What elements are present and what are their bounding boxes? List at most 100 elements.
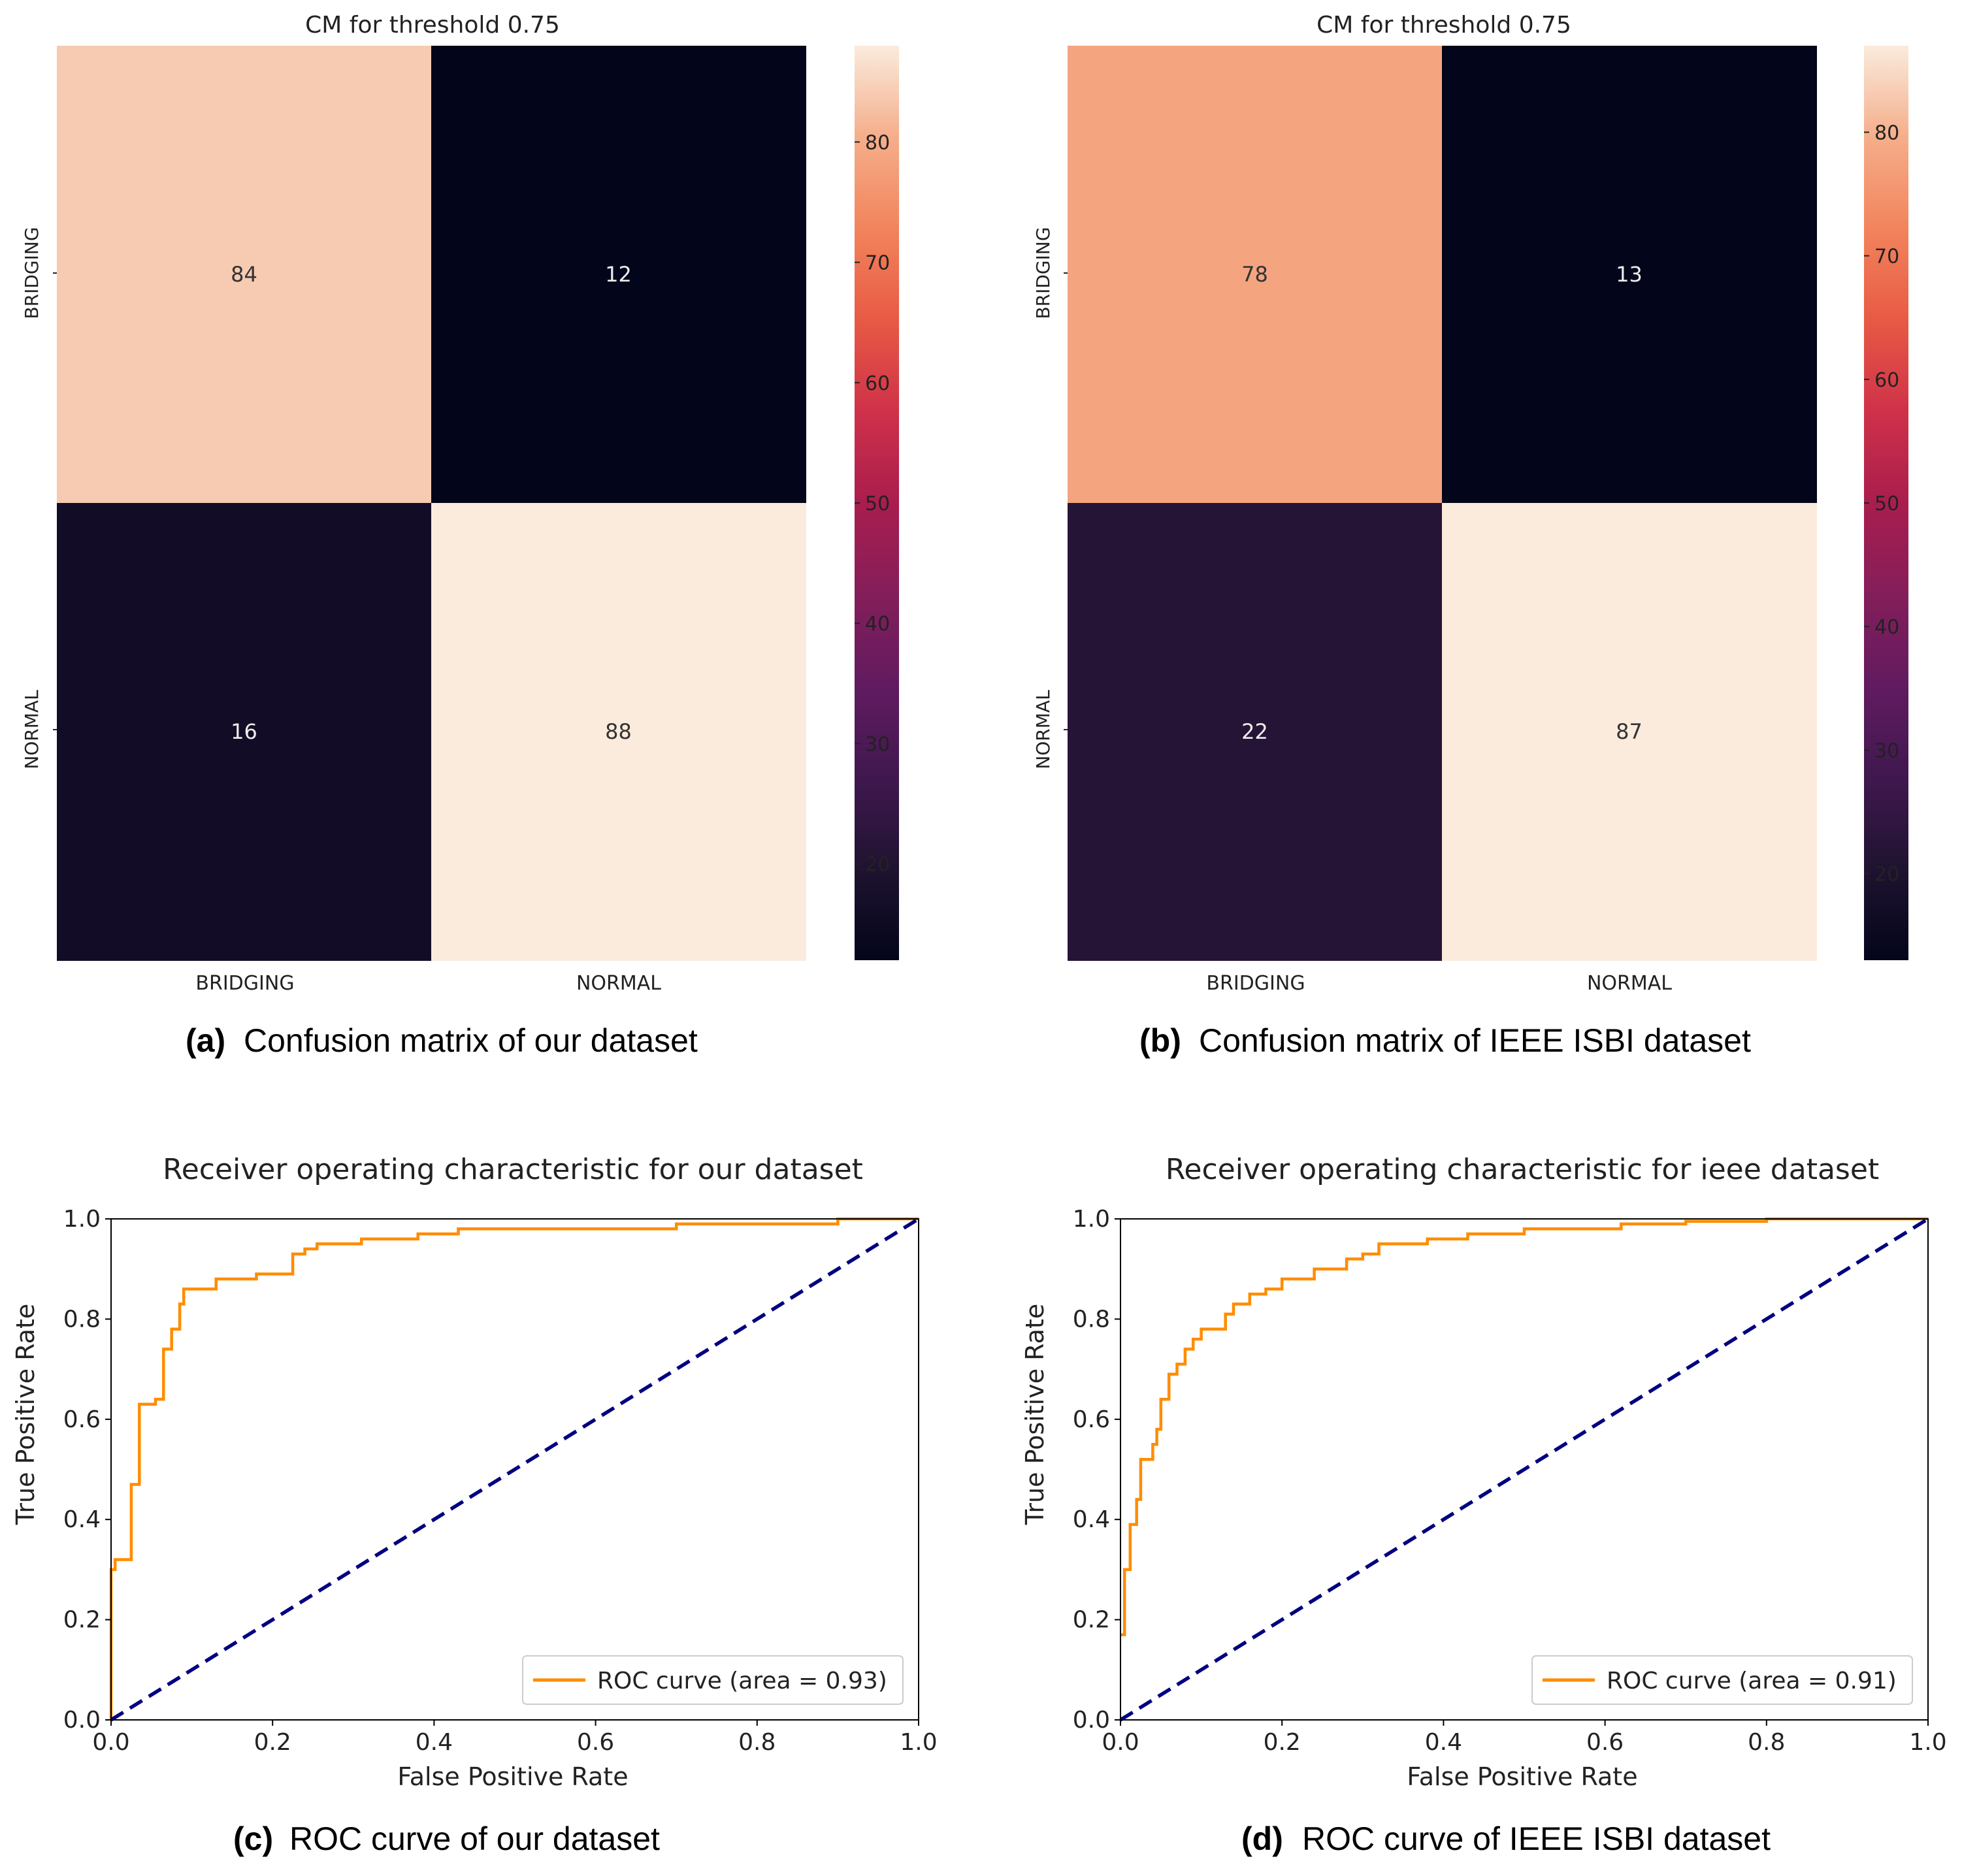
panel-c-legend-label: ROC curve (area = 0.93): [597, 1668, 887, 1694]
panel-a-colorbar-tick-label: 70: [865, 252, 890, 275]
panel-b-cell-r1c1: [1442, 503, 1817, 961]
panel-b-cell-value: 13: [1616, 262, 1643, 287]
panel-d-roc-curve: [1120, 1217, 1928, 1636]
panel-d-chance-line: [1119, 1217, 1929, 1722]
panel-b-colorbar-tick-label: 20: [1874, 864, 1899, 886]
panel-d-ytick-label: 0.2: [1073, 1607, 1110, 1634]
panel-d-ytick-label: 0.0: [1073, 1707, 1110, 1734]
panel-b-cell-value: 22: [1241, 719, 1268, 744]
panel-b-cell-value: 87: [1616, 719, 1643, 744]
panel-b-colorbar-tick-label: 40: [1874, 616, 1899, 639]
panel-b-colorbar-tick-label: 60: [1874, 369, 1899, 392]
panel-b-cells: 78 13 22 87: [1068, 46, 1817, 961]
panel-d-frame: [1120, 1218, 1929, 1721]
panel-c-title: Receiver operating characteristic for ou…: [163, 1153, 863, 1186]
panel-d-title: Receiver operating characteristic for ie…: [1166, 1153, 1879, 1186]
panel-a-cell-value: 12: [605, 262, 632, 287]
panel-a-cell-r1c1: [431, 503, 806, 961]
panel-b-cell-r0c1: [1442, 46, 1817, 504]
panel-d-legend: [1531, 1655, 1913, 1705]
panel-d-caption-prefix: (d): [1241, 1820, 1283, 1857]
panel-a-caption: Confusion matrix of our dataset: [244, 1022, 698, 1059]
panel-d-ytick-label: 0.6: [1073, 1406, 1110, 1433]
panel-b-colorbar-tick-label: 50: [1874, 493, 1899, 515]
panel-c-plot: 0.0 0.2 0.4 0.6 0.8 1.0 0.0 0.2 0.4 0.6 0.8 1.0 ROC …: [63, 1206, 938, 1756]
panel-a-colorbar-ticks: 20 30 40 50 60 70 80: [855, 131, 890, 877]
panel-c-xlabel: False Positive Rate: [397, 1762, 628, 1791]
panel-c-ytick-label: 1.0: [63, 1206, 101, 1233]
panel-b-caption: Confusion matrix of IEEE ISBI dataset: [1199, 1022, 1751, 1059]
panel-c-xtick-label: 0.6: [577, 1729, 614, 1756]
panel-c-xtick-label: 0.2: [254, 1729, 291, 1756]
panel-b-colorbar-tick-label: 70: [1874, 246, 1899, 268]
panel-c-frame: [110, 1218, 919, 1721]
roc-panel-d: Receiver operating characteristic for ie…: [1021, 1153, 1947, 1857]
panel-a-cell-value: 84: [231, 262, 257, 287]
panel-a-cell-r1c0: [57, 503, 432, 961]
panel-c-ytick-label: 0.6: [63, 1406, 101, 1433]
panel-b-col-label-normal: NORMAL: [1587, 972, 1672, 995]
panel-b-row-label-normal: NORMAL: [1032, 690, 1054, 769]
panel-d-plot: 0.0 0.2 0.4 0.6 0.8 1.0 0.0 0.2 0.4 0.6 0.8 1.0 ROC …: [1073, 1206, 1947, 1756]
panel-d-xtick-label: 0.0: [1102, 1729, 1139, 1756]
panel-a-colorbar-tick-label: 30: [865, 733, 890, 756]
panel-b-cell-r0c0: [1068, 46, 1443, 504]
panel-a-row-label-bridging: BRIDGING: [21, 227, 42, 319]
panel-a-col-label-normal: NORMAL: [576, 972, 661, 995]
panel-a-colorbar: [855, 46, 899, 960]
panel-a-caption-prefix: (a): [186, 1022, 225, 1059]
panel-b-colorbar-tick-label: 30: [1874, 739, 1899, 762]
panel-d-ylabel: True Positive Rate: [1021, 1304, 1049, 1526]
panel-c-roc-curve: [109, 1217, 919, 1720]
roc-panel-c: Receiver operating characteristic for ou…: [11, 1153, 938, 1857]
panel-d-xtick-label: 1.0: [1909, 1729, 1946, 1756]
panel-b-row-label-bridging: BRIDGING: [1032, 227, 1054, 319]
panel-d-xtick-label: 0.6: [1586, 1729, 1624, 1756]
panel-a-cell-r0c1: [431, 46, 806, 504]
panel-d-ytick-label: 0.8: [1073, 1306, 1110, 1333]
panel-a-colorbar-tick-label: 60: [865, 372, 890, 395]
panel-d-xtick-label: 0.4: [1425, 1729, 1462, 1756]
panel-d-xlabel: False Positive Rate: [1407, 1762, 1637, 1791]
panel-a-colorbar-tick-label: 40: [865, 613, 890, 636]
panel-b-cell-value: 78: [1241, 262, 1268, 287]
panel-a-cells: 84 12 16 88: [57, 46, 806, 961]
panel-a-row-label-normal: NORMAL: [21, 690, 42, 769]
panel-a-colorbar-tick-label: 80: [865, 131, 890, 154]
panel-a-colorbar-tick-label: 20: [865, 854, 890, 877]
panel-a-cell-r0c0: [57, 46, 432, 504]
panel-d-ytick-label: 1.0: [1073, 1206, 1110, 1233]
panel-b-colorbar: [1864, 46, 1908, 960]
panel-a-col-label-bridging: BRIDGING: [195, 972, 294, 995]
panel-b-col-label-bridging: BRIDGING: [1206, 972, 1305, 995]
panel-c-legend: [522, 1655, 904, 1705]
panel-b-colorbar-ticks: 20 30 40 50 60 70 80: [1864, 121, 1899, 886]
panel-d-ytick-label: 0.4: [1073, 1506, 1110, 1533]
panel-c-xtick-label: 1.0: [900, 1729, 937, 1756]
panel-a-colorbar-tick-label: 50: [865, 493, 890, 515]
panel-b-caption-prefix: (b): [1139, 1022, 1181, 1059]
panel-d-caption: ROC curve of IEEE ISBI dataset: [1302, 1820, 1771, 1857]
panel-b-cell-r1c0: [1068, 503, 1443, 961]
panel-d-xtick-label: 0.2: [1264, 1729, 1301, 1756]
panel-b-colorbar-tick-label: 80: [1874, 121, 1899, 144]
panel-c-chance-line: [110, 1217, 920, 1722]
panel-c-xtick-label: 0.8: [738, 1729, 776, 1756]
panel-b-title: CM for threshold 0.75: [1316, 12, 1571, 39]
panel-c-ytick-label: 0.8: [63, 1306, 101, 1333]
panel-c-ytick-label: 0.4: [63, 1506, 101, 1533]
panel-a-cell-value: 16: [231, 719, 257, 744]
panel-c-ytick-label: 0.2: [63, 1607, 101, 1634]
panel-a-title: CM for threshold 0.75: [305, 12, 560, 39]
panel-a-cell-value: 88: [605, 719, 632, 744]
panel-d-legend-label: ROC curve (area = 0.91): [1607, 1668, 1897, 1694]
panel-d-xtick-label: 0.8: [1748, 1729, 1785, 1756]
panel-c-caption-prefix: (c): [233, 1820, 273, 1857]
panel-c-ylabel: True Positive Rate: [11, 1304, 40, 1526]
panel-c-xtick-label: 0.0: [92, 1729, 129, 1756]
panel-c-xtick-label: 0.4: [416, 1729, 453, 1756]
panel-c-ytick-label: 0.0: [63, 1707, 101, 1734]
